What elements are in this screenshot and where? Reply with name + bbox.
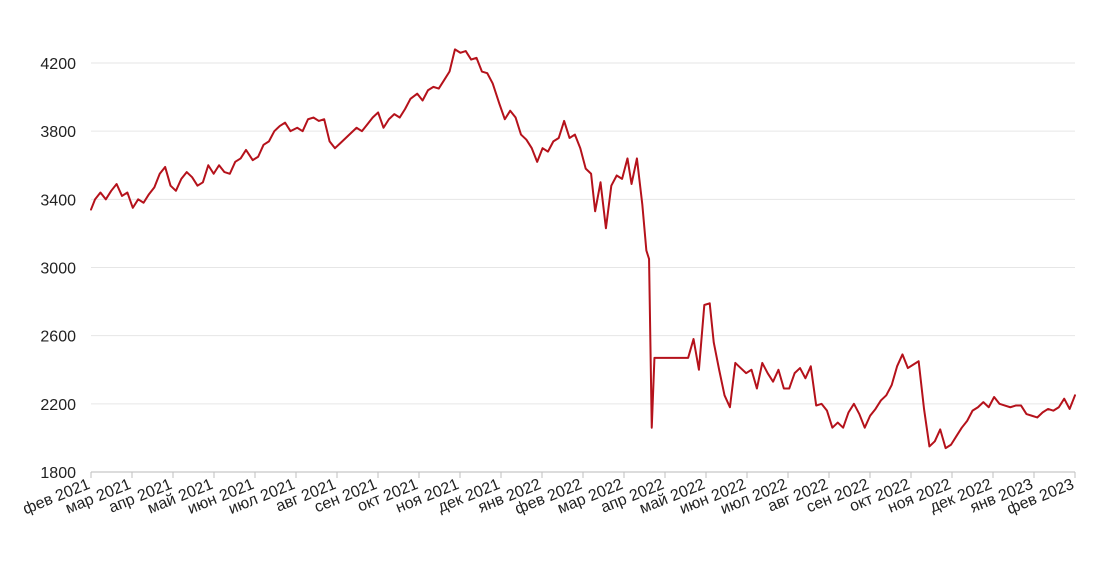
series-group <box>90 48 1076 450</box>
y-tick-label: 3400 <box>40 192 76 209</box>
y-tick-label: 3000 <box>40 261 76 278</box>
grid-lines <box>91 62 1075 405</box>
series-line <box>90 48 1076 450</box>
y-tick-label: 2600 <box>40 329 76 346</box>
y-tick-label: 2200 <box>40 397 76 414</box>
y-tick-label: 4200 <box>40 56 76 73</box>
y-tick-label: 3800 <box>40 124 76 141</box>
y-tick-label: 1800 <box>40 465 76 482</box>
y-axis: 1800 2200 2600 3000 3400 3800 4200 <box>40 56 76 482</box>
